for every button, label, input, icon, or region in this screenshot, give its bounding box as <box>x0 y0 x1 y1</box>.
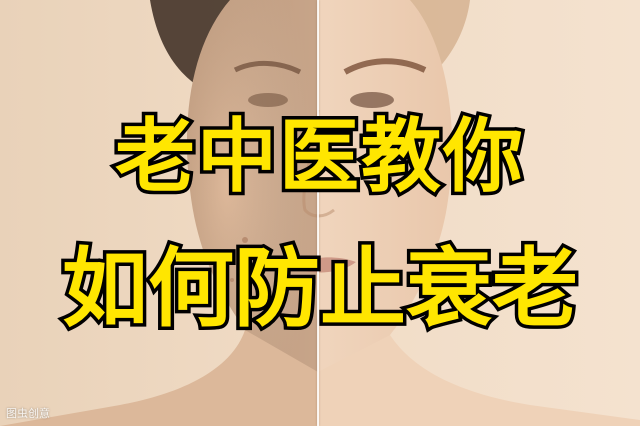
headline-line-1: 老中医教你 <box>112 107 527 207</box>
split-divider-line <box>317 0 319 426</box>
neck-right <box>318 335 640 426</box>
neck-left <box>0 330 318 426</box>
headline-line-2: 如何防止衰老 <box>59 236 582 343</box>
face-right-half <box>318 0 453 372</box>
watermark-text: 图虫创意 <box>6 407 50 420</box>
